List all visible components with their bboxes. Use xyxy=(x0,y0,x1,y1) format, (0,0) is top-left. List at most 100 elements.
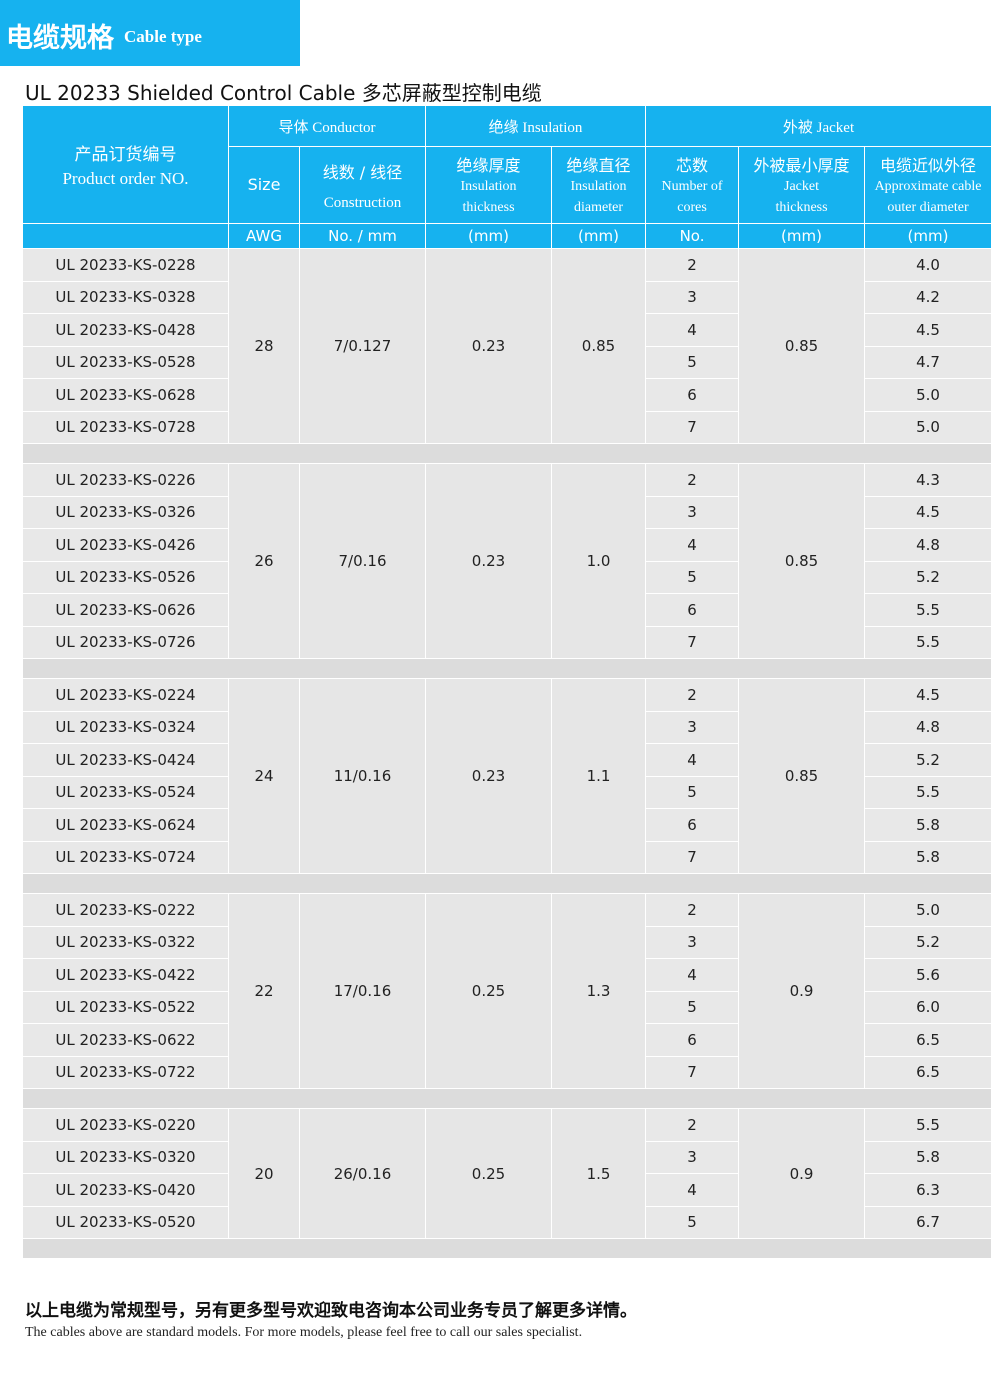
header-jacket: 外被 Jacket xyxy=(645,105,993,147)
ins-thickness-cell: 0.23 xyxy=(425,248,552,444)
outer-diameter-cell: 5.0 xyxy=(864,410,993,444)
unit-outer-diameter: (mm) xyxy=(864,223,993,249)
cores-cell: 2 xyxy=(645,248,740,282)
table-row: UL 20233-KS-0228 28 7/0.127 0.23 0.85 2 0.85 4.… xyxy=(22,248,993,444)
model-cell: UL 20233-KS-0322 xyxy=(22,925,229,959)
section-title-cn: 电缆规格 xyxy=(6,23,114,54)
outer-diameter-cell: 5.8 xyxy=(864,1140,993,1174)
header-construction-en: Construction xyxy=(323,194,402,211)
header-insulation-diameter: 绝缘直径 Insulation diameter xyxy=(550,146,647,224)
separator-cell xyxy=(21,658,993,679)
cores-cell: 4 xyxy=(645,743,740,777)
table-row: UL 20233-KS-0428 4 4.5 xyxy=(22,313,993,347)
header-outer-diameter-en1: Approximate cable xyxy=(874,179,982,194)
cores-cell: 7 xyxy=(645,625,740,659)
table-row: UL 20233-KS-0326 3 4.5 xyxy=(22,495,993,529)
model-cell: UL 20233-KS-0426 xyxy=(22,528,229,562)
ins-thickness-cell: 0.25 xyxy=(425,893,552,1089)
table-body: UL 20233-KS-0228 28 7/0.127 0.23 0.85 2 0.85 4.… xyxy=(21,248,993,1259)
ins-diameter-cell: 1.3 xyxy=(550,893,647,1089)
model-cell: UL 20233-KS-0622 xyxy=(22,1023,229,1057)
model-cell: UL 20233-KS-0324 xyxy=(22,710,229,744)
outer-diameter-cell: 6.3 xyxy=(864,1173,993,1207)
cores-cell: 7 xyxy=(645,1055,740,1089)
unit-construction: No. / mm xyxy=(299,223,426,249)
table-row: UL 20233-KS-0220 20 26/0.16 0.25 1.5 2 0.9 5.5 xyxy=(22,1108,993,1239)
header-jacket-thickness-en1: Jacket xyxy=(784,179,819,194)
table-row: UL 20233-KS-0524 5 5.5 xyxy=(22,775,993,809)
unit-ins-diameter: (mm) xyxy=(550,223,647,249)
table-row: UL 20233-KS-0322 3 5.2 xyxy=(22,925,993,959)
footer-note-en: The cables above are standard models. Fo… xyxy=(25,1325,583,1340)
construction-cell: 7/0.16 xyxy=(299,463,426,659)
construction-cell: 26/0.16 xyxy=(299,1108,426,1239)
unit-size: AWG xyxy=(228,223,300,249)
outer-diameter-cell: 4.5 xyxy=(864,678,993,712)
outer-diameter-cell: 6.0 xyxy=(864,990,993,1024)
table-row: UL 20233-KS-0424 4 5.2 xyxy=(22,743,993,777)
outer-diameter-cell: 4.3 xyxy=(864,463,993,497)
outer-diameter-cell: 5.2 xyxy=(864,560,993,594)
header-ins-thickness-en2: thickness xyxy=(462,200,515,215)
cores-cell: 2 xyxy=(645,893,740,927)
table-row: UL 20233-KS-0528 5 4.7 xyxy=(22,345,993,379)
header-construction-cn: 线数 / 线径 xyxy=(322,162,403,182)
group-separator xyxy=(21,873,993,894)
table-header: 产品订货编号 Product order NO. 导体 Conductor 绝缘… xyxy=(22,105,993,249)
model-cell: UL 20233-KS-0524 xyxy=(22,775,229,809)
header-insulation-en: Insulation xyxy=(522,119,583,136)
header-product-order: 产品订货编号 Product order NO. xyxy=(22,105,229,224)
jacket-thickness-cell: 0.85 xyxy=(738,248,866,444)
outer-diameter-cell: 4.8 xyxy=(864,710,993,744)
table-row: UL 20233-KS-0320 3 5.8 xyxy=(22,1140,993,1174)
header-jacket-thickness-cn: 外被最小厚度 xyxy=(753,156,850,175)
ins-diameter-cell: 0.85 xyxy=(550,248,647,444)
construction-cell: 17/0.16 xyxy=(299,893,426,1089)
model-cell: UL 20233-KS-0724 xyxy=(22,840,229,874)
model-cell: UL 20233-KS-0520 xyxy=(22,1205,229,1239)
table-row: UL 20233-KS-0224 24 11/0.16 0.23 1.1 2 0.85 4.5 xyxy=(22,678,993,874)
outer-diameter-cell: 4.5 xyxy=(864,313,993,347)
header-size-label: Size xyxy=(247,175,281,194)
table-row: UL 20233-KS-0522 5 6.0 xyxy=(22,990,993,1024)
header-jacket-thickness: 外被最小厚度 Jacket thickness xyxy=(738,146,866,224)
cores-cell: 2 xyxy=(645,678,740,712)
model-cell: UL 20233-KS-0328 xyxy=(22,280,229,314)
cores-cell: 5 xyxy=(645,990,740,1024)
construction-cell: 11/0.16 xyxy=(299,678,426,874)
cable-spec-table: 产品订货编号 Product order NO. 导体 Conductor 绝缘… xyxy=(21,105,993,1259)
header-conductor: 导体 Conductor xyxy=(228,105,426,147)
jacket-thickness-cell: 0.9 xyxy=(738,1108,866,1239)
model-cell: UL 20233-KS-0228 xyxy=(22,248,229,282)
header-product-en: Product order NO. xyxy=(62,169,189,188)
model-cell: UL 20233-KS-0326 xyxy=(22,495,229,529)
model-cell: UL 20233-KS-0320 xyxy=(22,1140,229,1174)
outer-diameter-cell: 5.5 xyxy=(864,1108,993,1142)
jacket-thickness-cell: 0.85 xyxy=(738,463,866,659)
model-cell: UL 20233-KS-0626 xyxy=(22,593,229,627)
table-row: UL 20233-KS-0328 3 4.2 xyxy=(22,280,993,314)
outer-diameter-cell: 5.5 xyxy=(864,593,993,627)
unit-cores: No. xyxy=(645,223,740,249)
outer-diameter-cell: 5.0 xyxy=(864,378,993,412)
model-cell: UL 20233-KS-0628 xyxy=(22,378,229,412)
table-row: UL 20233-KS-0422 4 5.6 xyxy=(22,958,993,992)
cores-cell: 5 xyxy=(645,345,740,379)
separator-cell xyxy=(21,1238,993,1259)
ins-thickness-cell: 0.23 xyxy=(425,678,552,874)
outer-diameter-cell: 5.5 xyxy=(864,775,993,809)
outer-diameter-cell: 4.7 xyxy=(864,345,993,379)
cores-cell: 5 xyxy=(645,560,740,594)
header-size: Size xyxy=(228,146,300,224)
table-row: UL 20233-KS-0420 4 6.3 xyxy=(22,1173,993,1207)
cores-cell: 4 xyxy=(645,958,740,992)
outer-diameter-cell: 5.6 xyxy=(864,958,993,992)
outer-diameter-cell: 5.8 xyxy=(864,808,993,842)
outer-diameter-cell: 6.5 xyxy=(864,1055,993,1089)
header-cores-cn: 芯数 xyxy=(676,156,709,175)
header-cores-en2: cores xyxy=(677,200,707,215)
model-cell: UL 20233-KS-0526 xyxy=(22,560,229,594)
header-ins-thickness-cn: 绝缘厚度 xyxy=(456,156,521,175)
outer-diameter-cell: 4.2 xyxy=(864,280,993,314)
group-separator xyxy=(21,658,993,679)
